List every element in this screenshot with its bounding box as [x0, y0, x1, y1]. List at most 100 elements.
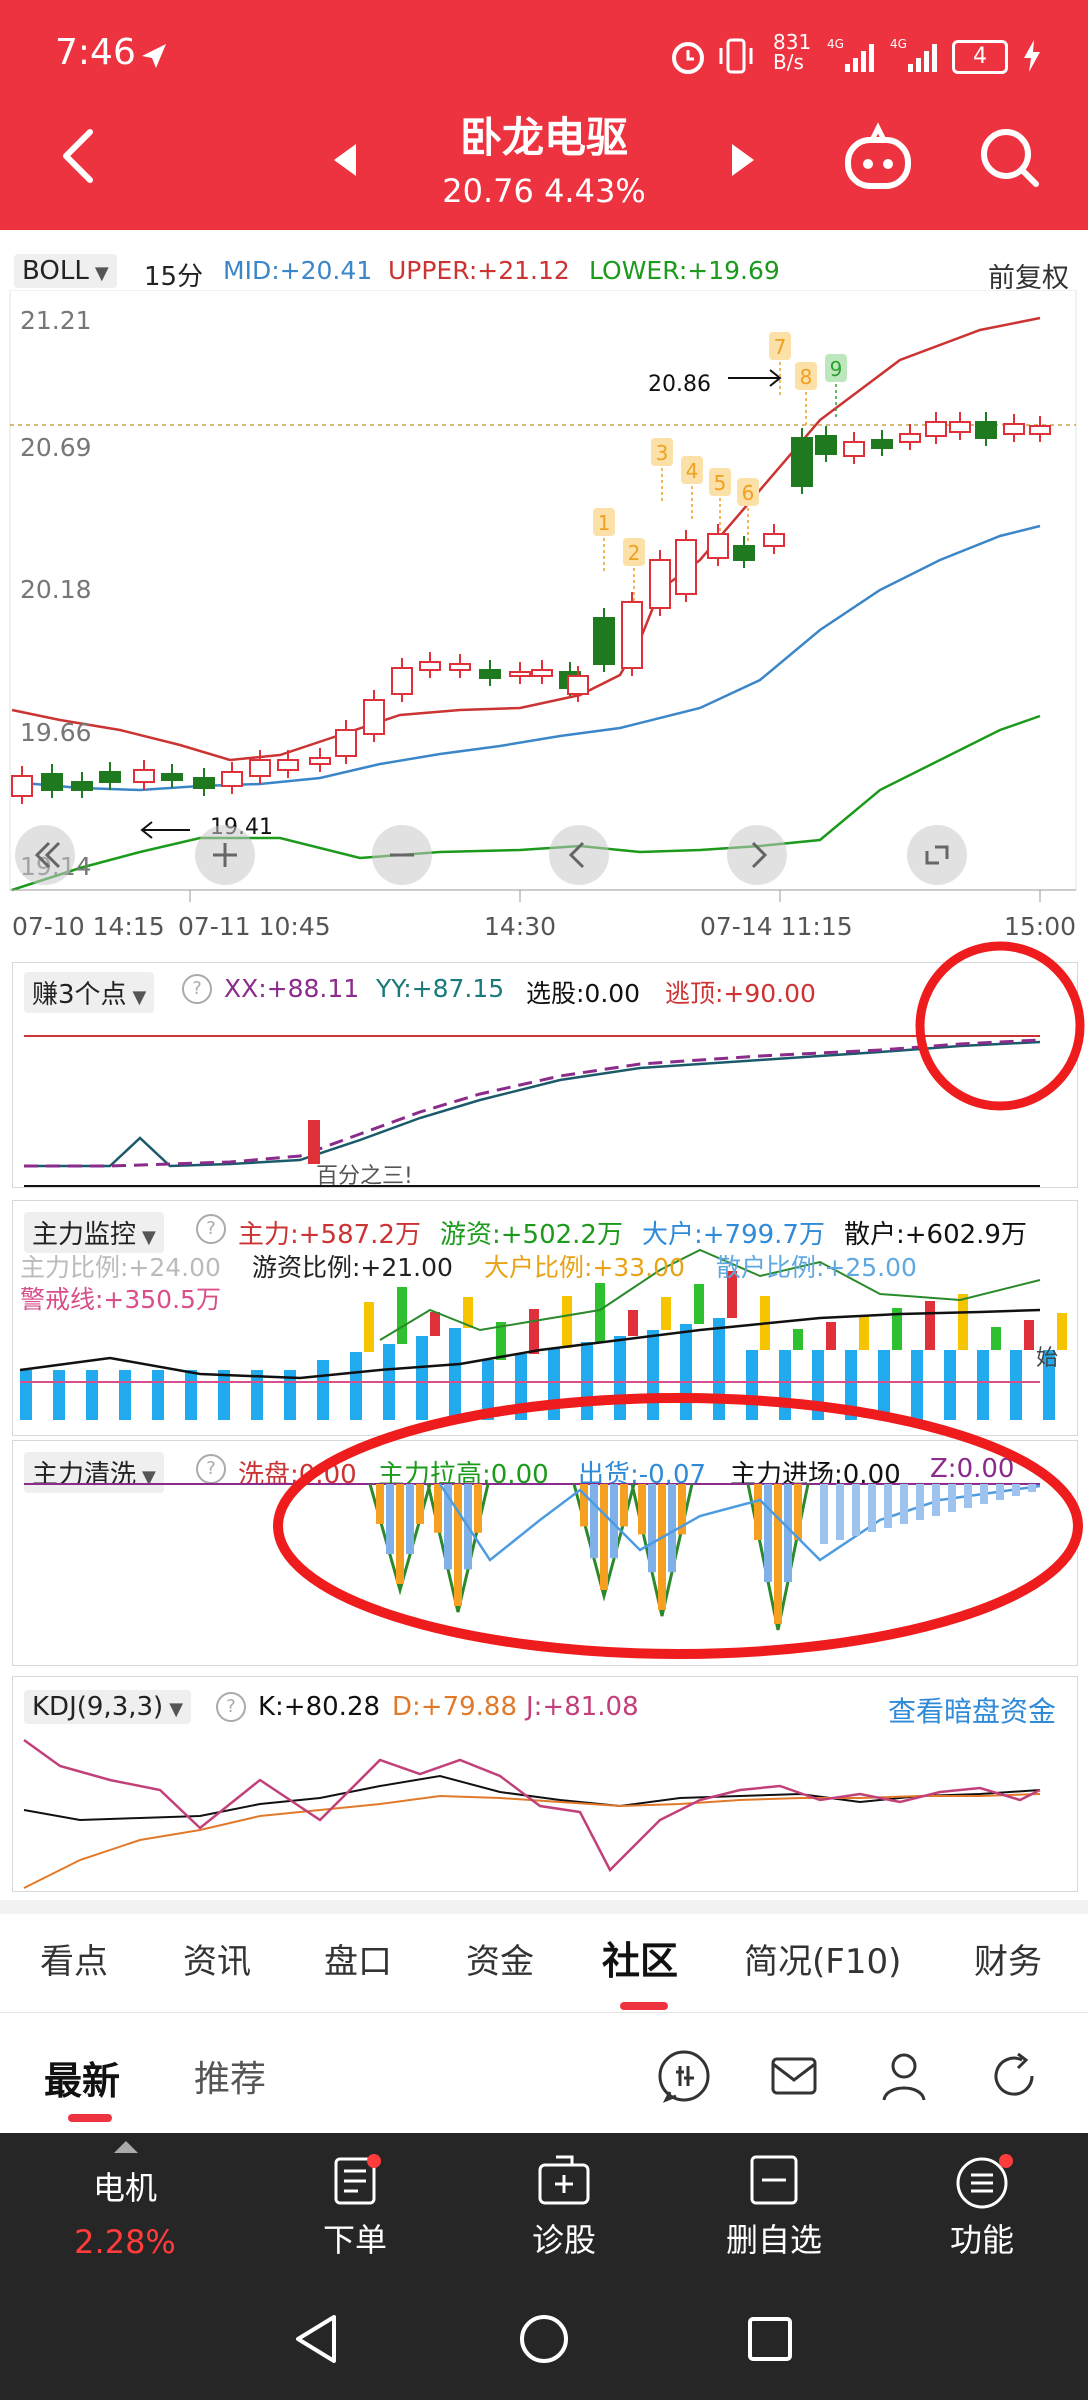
- tab-pankou[interactable]: 盘口: [324, 1942, 392, 1982]
- app-header: 7:46 831 B/s 4G 4G 4 卧龙电驱 20.76 4.43%: [0, 0, 1088, 230]
- zlqx-blue-bar: [1012, 1484, 1020, 1496]
- refresh-icon[interactable]: [988, 2050, 1040, 2102]
- sequence-number: 2: [628, 541, 641, 565]
- tab-shequ[interactable]: 社区: [602, 1939, 679, 1983]
- back-icon[interactable]: [58, 128, 98, 184]
- current-stock-name[interactable]: 电机: [92, 2169, 157, 2207]
- search-icon[interactable]: [976, 124, 1042, 190]
- indicator-dropdown-zhuan[interactable]: 赚3个点 ▼: [24, 972, 155, 1013]
- zlqx-blue-bar: [948, 1484, 956, 1512]
- zhuan-xx: XX:+88.11: [224, 974, 360, 1003]
- candle-body: [975, 421, 997, 439]
- order-icon[interactable]: [330, 2153, 384, 2207]
- sequence-number: 3: [656, 441, 669, 465]
- kdj-hidden-funds-link[interactable]: 查看暗盘资金: [888, 1695, 1057, 1728]
- sequence-number: 5: [714, 471, 727, 495]
- zljk-zhuli: 主力:+587.2万: [238, 1220, 421, 1250]
- adjust-label[interactable]: 前复权: [988, 263, 1069, 294]
- sequence-number: 1: [598, 511, 611, 535]
- zljk-jingjie: 警戒线:+350.5万: [20, 1285, 221, 1314]
- zlqx-bar: [658, 1484, 666, 1610]
- candle-body: [11, 775, 33, 797]
- diagnose-button[interactable]: 诊股: [531, 2221, 596, 2259]
- y-tick-2: 20.69: [20, 433, 92, 462]
- sequence-marker: [681, 456, 703, 484]
- zljk-bar: [1010, 1350, 1022, 1420]
- zlqx-bar: [416, 1484, 424, 1524]
- zoom-in-button[interactable]: [195, 825, 255, 885]
- candle-body: [871, 439, 893, 449]
- diagnose-icon[interactable]: [536, 2153, 592, 2207]
- kdj-k: K:+80.28: [258, 1692, 381, 1722]
- help-icon[interactable]: ?: [196, 1214, 226, 1244]
- candle-body: [449, 663, 471, 671]
- sequence-marker: [737, 478, 759, 506]
- candle-body: [161, 773, 183, 781]
- candle-body: [567, 675, 589, 695]
- sequence-number: 7: [774, 335, 787, 359]
- period-label[interactable]: 15分: [144, 262, 204, 292]
- tab-zixun[interactable]: 资讯: [183, 1942, 251, 1982]
- zljk-bar: [218, 1370, 230, 1420]
- boll-chart[interactable]: 12 34 5 6 78 9: [0, 290, 1088, 940]
- zljk-flow-bar: [1057, 1313, 1067, 1350]
- order-button[interactable]: 下单: [322, 2221, 387, 2259]
- subtab-latest[interactable]: 最新: [44, 2059, 121, 2103]
- zlqx-blue-bar: [980, 1484, 988, 1504]
- help-icon[interactable]: ?: [216, 1692, 246, 1722]
- user-icon[interactable]: [880, 2050, 928, 2102]
- next-stock-icon[interactable]: [730, 142, 758, 178]
- zlqx-blue-bar: [884, 1484, 892, 1528]
- zlqx-blue-bar: [916, 1484, 924, 1520]
- zlqx-bar: [668, 1484, 676, 1573]
- candle-body: [899, 433, 921, 443]
- remove-watchlist-icon[interactable]: [748, 2153, 800, 2207]
- robot-icon[interactable]: [842, 122, 914, 194]
- zljk-flow-bar: [496, 1322, 506, 1360]
- candle-body: [763, 533, 785, 547]
- nav-home-icon[interactable]: [516, 2311, 572, 2367]
- caret-up-icon[interactable]: [112, 2139, 140, 2155]
- nav-recent-icon[interactable]: [744, 2313, 796, 2365]
- zoom-out-button[interactable]: [372, 825, 432, 885]
- zlqx-bar: [774, 1484, 782, 1624]
- sequence-marker: [825, 354, 847, 382]
- candle-body: [949, 421, 971, 433]
- candle-body: [675, 539, 697, 595]
- remove-watchlist-button[interactable]: 删自选: [725, 2221, 822, 2259]
- tab-jiankuang[interactable]: 简况(F10): [744, 1942, 902, 1982]
- zljk-bar: [119, 1370, 131, 1420]
- svg-text:4G: 4G: [827, 37, 844, 51]
- indicator-dropdown-zljk[interactable]: 主力监控 ▼: [24, 1212, 164, 1253]
- zlqx-bar: [794, 1484, 802, 1540]
- kdj-chart[interactable]: [0, 1720, 1088, 1890]
- scroll-left-button[interactable]: [549, 825, 609, 885]
- fullscreen-button[interactable]: [907, 825, 967, 885]
- candle-body: [1003, 423, 1025, 435]
- charging-icon: [1024, 40, 1040, 72]
- zhuan-taoding: 逃顶:+90.00: [665, 979, 816, 1008]
- mail-icon[interactable]: [770, 2054, 818, 2098]
- zljk-bar: [482, 1360, 494, 1420]
- tab-kandian[interactable]: 看点: [40, 1942, 108, 1982]
- prev-stock-icon[interactable]: [330, 142, 358, 178]
- post-icon[interactable]: [656, 2048, 712, 2104]
- subtab-recommend[interactable]: 推荐: [194, 2059, 267, 2100]
- tab-zijin[interactable]: 资金: [466, 1942, 534, 1982]
- tab-caiwu[interactable]: 财务: [974, 1942, 1042, 1982]
- sequence-number: 9: [830, 357, 843, 381]
- kdj-j-line: [23, 1738, 1041, 1873]
- nav-back-icon[interactable]: [290, 2311, 346, 2367]
- zlqx-chart[interactable]: [0, 1480, 1088, 1664]
- scroll-left-fast-button[interactable]: [15, 825, 75, 885]
- indicator-dropdown-boll[interactable]: BOLL ▼: [14, 254, 117, 288]
- help-icon[interactable]: ?: [182, 974, 212, 1004]
- svg-text:4G: 4G: [890, 37, 907, 51]
- function-icon[interactable]: [954, 2153, 1014, 2209]
- zhuan-chart[interactable]: [0, 1010, 1088, 1190]
- boll-upper-line: [11, 316, 1041, 762]
- indicator-dropdown-kdj[interactable]: KDJ(9,3,3) ▼: [24, 1690, 192, 1724]
- scroll-right-button[interactable]: [727, 825, 787, 885]
- function-button[interactable]: 功能: [949, 2221, 1014, 2259]
- zljk-flow-bar: [991, 1327, 1001, 1350]
